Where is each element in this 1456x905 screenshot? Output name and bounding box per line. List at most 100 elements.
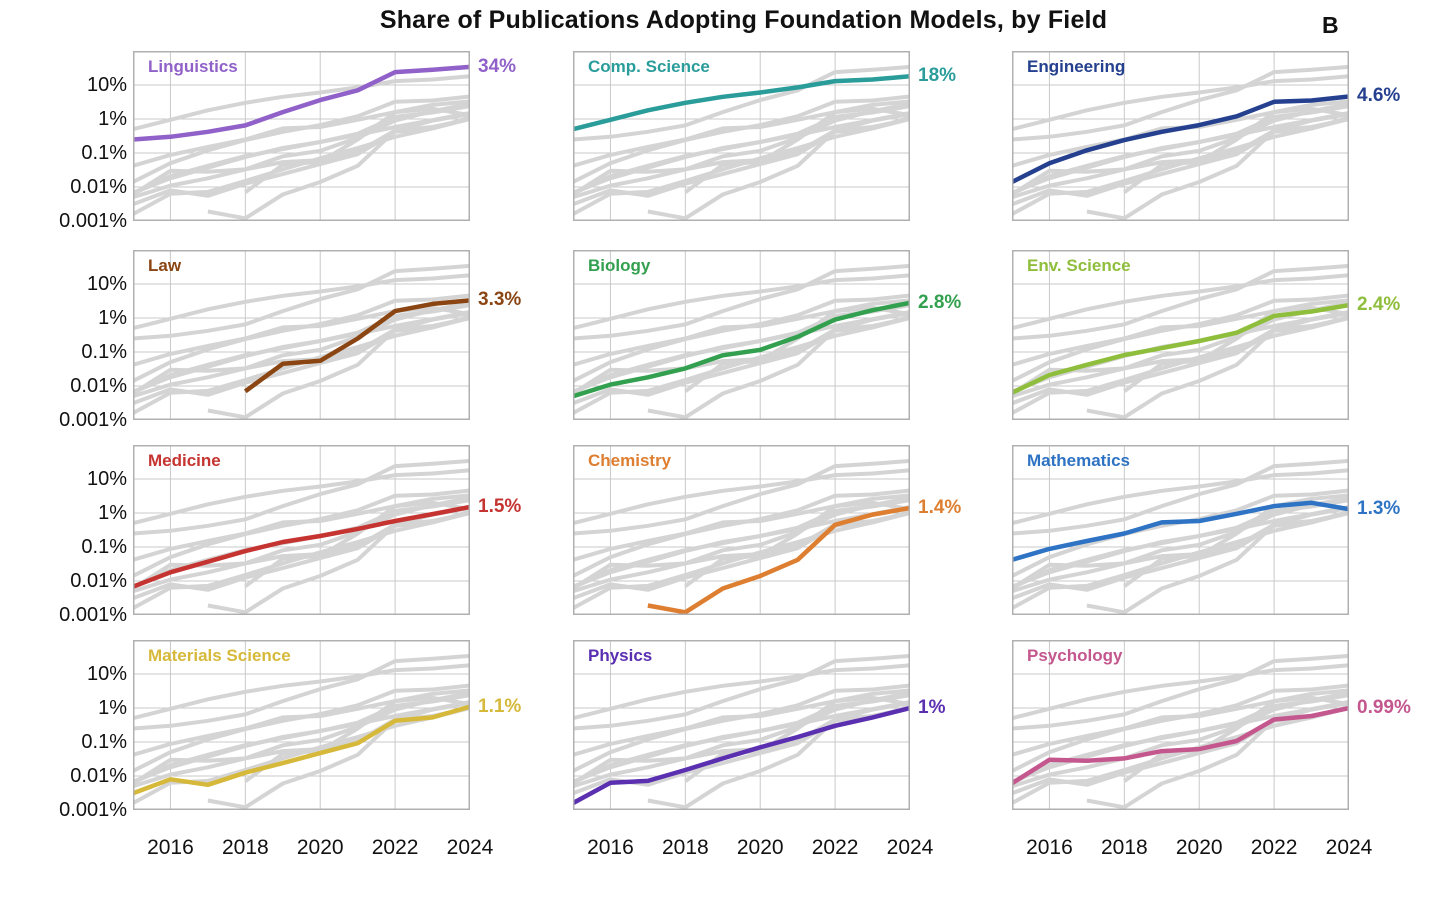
background-line-mathematics [133,695,470,757]
background-line-mathematics [573,305,910,367]
background-line-linguistics [133,653,470,731]
background-line-physics [1012,511,1349,610]
panel-env-science [1012,250,1349,420]
end-value-label-mathematics: 1.3% [1357,498,1401,520]
panel-physics [573,640,910,810]
panel-border [133,445,470,615]
background-line-chemistry [647,112,910,221]
highlight-line-psychology [1012,705,1349,786]
highlight-line-chemistry [647,505,910,615]
background-line-physics [573,316,910,415]
background-line-mathematics [573,106,910,168]
x-tick-col1-2018: 2018 [661,836,709,859]
x-tick-col1-2020: 2020 [736,836,784,859]
panel-linguistics [133,51,470,221]
panel-border [573,445,910,615]
background-line-physics [573,511,910,610]
background-line-linguistics [573,653,910,731]
background-line-comp-science [573,663,910,721]
end-value-label-linguistics: 34% [478,55,517,77]
background-line-psychology [573,117,910,196]
y-tick-row1-3: 0.01% [70,375,127,397]
x-tick-col1-2016: 2016 [587,836,634,859]
x-tick-col0-2022: 2022 [371,836,419,859]
panel-border [1012,445,1349,615]
background-line-physics [573,117,910,216]
end-value-label-materials-science: 1.1% [478,695,522,717]
end-value-label-env-science: 2.4% [1357,294,1401,316]
x-tick-col0-2020: 2020 [296,836,344,859]
end-value-label-law: 3.3% [478,289,522,311]
background-line-mathematics [1012,695,1349,757]
background-line-psychology [573,316,910,395]
end-value-label-biology: 2.8% [918,291,962,313]
y-tick-row2-0: 10% [86,468,127,490]
y-tick-row1-4: 0.001% [59,409,127,431]
panel-border [573,640,910,810]
y-tick-row2-4: 0.001% [59,604,127,626]
end-value-label-comp-science: 18% [918,65,957,87]
highlight-line-comp-science [573,74,910,132]
panel-border [1012,640,1349,810]
background-line-chemistry [1086,112,1349,221]
x-tick-col1-2024: 2024 [886,836,934,859]
highlight-line-law [243,298,470,394]
background-line-chemistry [647,311,910,420]
highlight-line-biology [573,300,910,399]
background-line-comp-science [1012,74,1349,132]
background-line-chemistry [207,112,470,221]
panel-chemistry [573,445,910,615]
x-tick-col2-2018: 2018 [1100,836,1148,859]
background-line-physics [133,511,470,610]
background-line-chemistry [207,311,470,420]
background-line-chemistry [1086,311,1349,420]
panel-medicine [133,445,470,615]
background-line-chemistry [647,701,910,810]
x-tick-col0-2016: 2016 [147,836,194,859]
panel-psychology [1012,640,1349,810]
y-tick-row2-3: 0.01% [70,570,127,592]
y-tick-row0-3: 0.01% [70,176,127,198]
background-line-comp-science [133,663,470,721]
background-line-psychology [133,117,470,196]
panel-materials-science [133,640,470,810]
background-line-psychology [1012,117,1349,196]
panel-border [1012,51,1349,221]
background-line-linguistics [133,263,470,341]
background-line-psychology [573,706,910,785]
background-line-comp-science [133,468,470,526]
background-line-mathematics [573,695,910,757]
y-tick-row3-0: 10% [86,663,127,685]
end-value-label-engineering: 4.6% [1357,85,1401,107]
y-tick-row1-0: 10% [86,273,127,295]
background-line-linguistics [133,458,470,536]
background-line-linguistics [573,263,910,341]
background-line-chemistry [1086,506,1349,615]
panel-mathematics [1012,445,1349,615]
background-line-comp-science [573,273,910,331]
panel-border [133,51,470,221]
background-line-chemistry [207,701,470,810]
y-tick-row0-1: 1% [98,108,127,130]
chart-title: Share of Publications Adopting Foundatio… [379,6,1108,34]
background-line-chemistry [1086,701,1349,810]
y-tick-row3-4: 0.001% [59,799,127,821]
end-value-label-chemistry: 1.4% [918,497,962,519]
highlight-line-physics [573,705,910,806]
background-line-linguistics [1012,64,1349,142]
panel-law [133,250,470,420]
x-tick-col2-2020: 2020 [1175,836,1223,859]
panel-border [573,51,910,221]
highlight-line-medicine [133,504,470,589]
background-line-linguistics [573,64,910,142]
x-tick-col1-2022: 2022 [811,836,859,859]
x-tick-col2-2024: 2024 [1325,836,1373,859]
background-line-physics [1012,316,1349,415]
x-tick-col2-2022: 2022 [1250,836,1298,859]
background-line-comp-science [1012,663,1349,721]
background-line-mathematics [133,106,470,168]
background-line-linguistics [1012,458,1349,536]
highlight-line-linguistics [133,64,470,142]
background-line-comp-science [1012,468,1349,526]
highlight-line-mathematics [1012,500,1349,562]
